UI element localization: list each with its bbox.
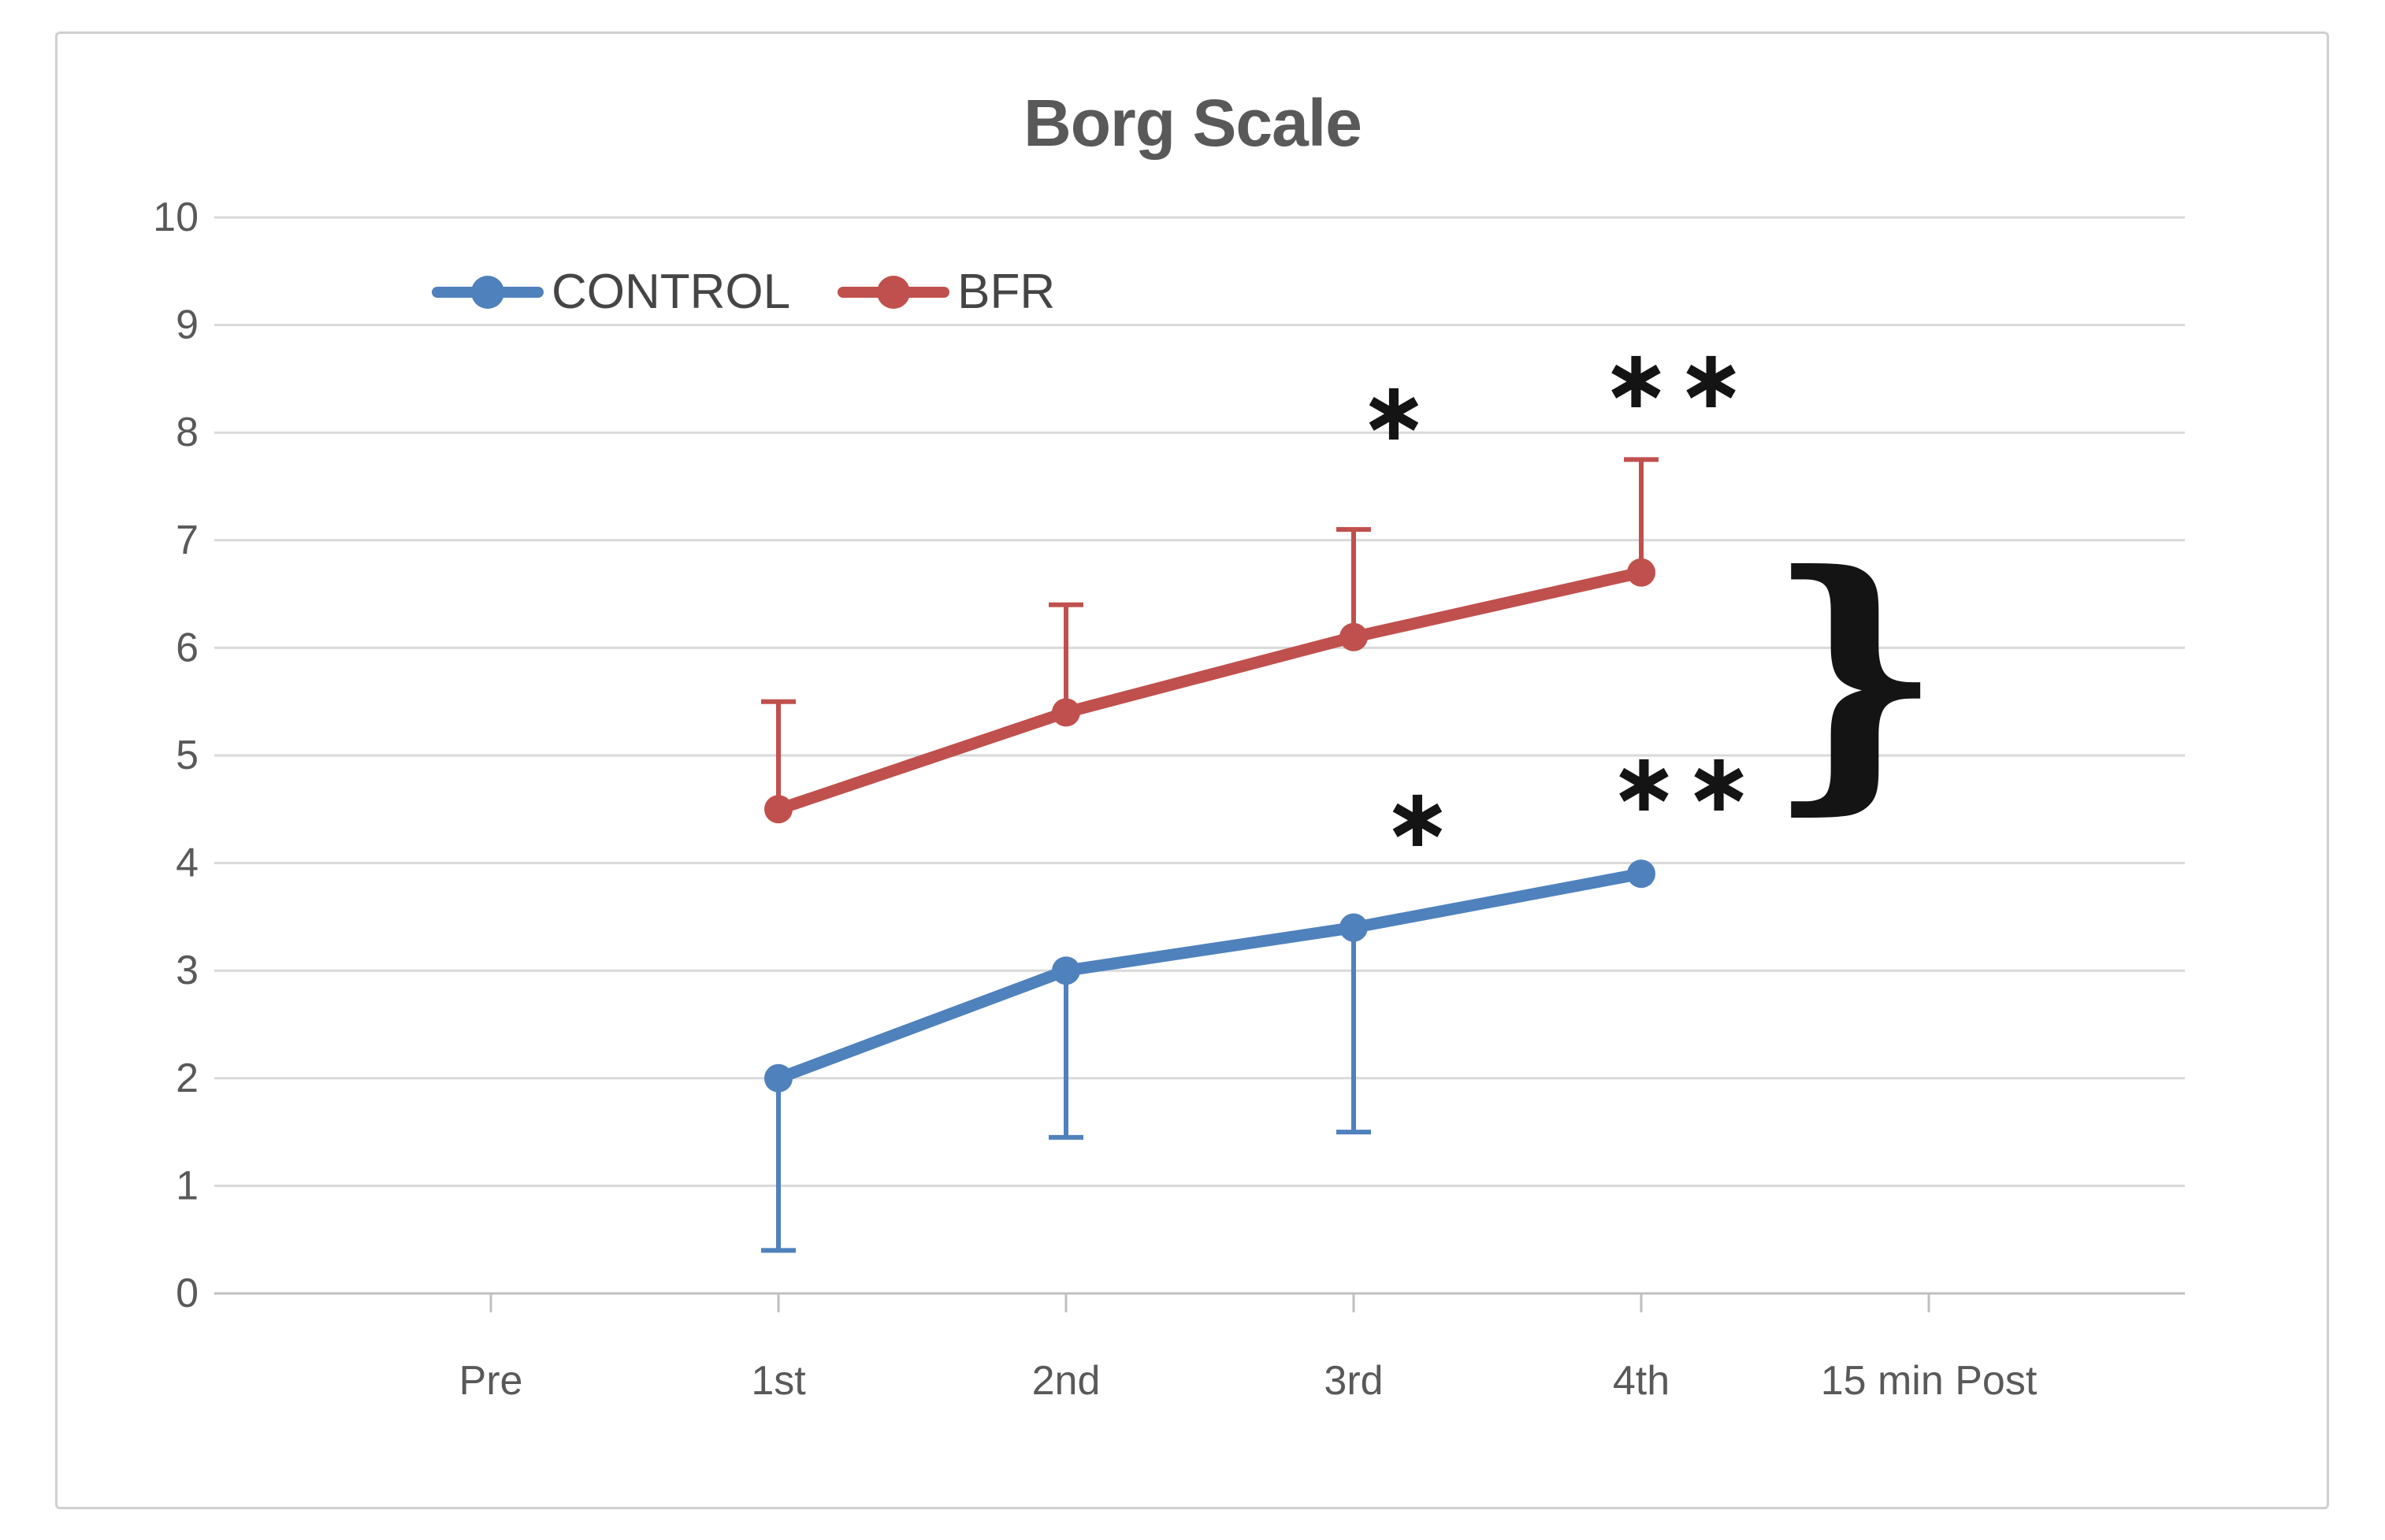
y-tick-label: 3 — [176, 948, 199, 993]
data-point-bfr-3rd — [1339, 622, 1368, 651]
control-marker-dot — [471, 276, 504, 309]
x-tick-label: 1st — [751, 1358, 806, 1404]
y-tick-label: 7 — [176, 518, 199, 563]
data-point-bfr-4th — [1627, 558, 1655, 587]
significance-asterisk: ∗ — [1359, 363, 1434, 459]
legend-label-control: CONTROL — [552, 265, 791, 319]
y-tick-label: 0 — [176, 1271, 199, 1316]
chart-title: Borg Scale — [1023, 86, 1362, 160]
series-line-control — [772, 867, 1648, 1085]
data-point-control-2nd — [1052, 956, 1080, 985]
x-tick-label: 3rd — [1324, 1358, 1383, 1404]
y-tick-label: 5 — [176, 733, 199, 778]
data-point-bfr-1st — [764, 795, 793, 824]
figure-border — [55, 32, 2329, 1509]
significance-asterisk: ∗∗ — [1610, 734, 1759, 830]
data-point-control-1st — [764, 1063, 793, 1093]
y-tick-label: 9 — [176, 302, 199, 348]
y-tick-label: 6 — [176, 625, 199, 670]
series-line-bfr — [772, 566, 1648, 815]
y-tick-label: 1 — [176, 1163, 199, 1208]
x-tick-label: 4th — [1613, 1358, 1670, 1404]
bfr-marker-dot — [877, 276, 911, 309]
data-point-control-4th — [1627, 859, 1655, 889]
x-tick-label: Pre — [459, 1358, 523, 1404]
y-tick-label: 2 — [176, 1056, 199, 1101]
y-tick-label: 4 — [176, 841, 199, 886]
data-point-control-3rd — [1339, 913, 1368, 942]
control-line-marker-swatch — [432, 276, 544, 309]
brace-annotation: } — [1766, 514, 1943, 838]
bfr-line-marker-swatch — [838, 276, 950, 309]
data-point-bfr-2nd — [1052, 698, 1080, 727]
significance-asterisk: ∗ — [1383, 770, 1458, 866]
x-tick-label: 15 min Post — [1821, 1358, 2038, 1404]
y-tick-label: 8 — [176, 410, 199, 455]
legend: CONTROL BFR — [432, 268, 1055, 317]
legend-item-control: CONTROL — [432, 268, 790, 317]
legend-label-bfr: BFR — [957, 265, 1056, 319]
legend-item-bfr: BFR — [838, 268, 1055, 317]
significance-asterisk: ∗∗ — [1602, 331, 1752, 427]
y-tick-label: 10 — [153, 195, 199, 240]
x-tick-label: 2nd — [1032, 1358, 1101, 1404]
